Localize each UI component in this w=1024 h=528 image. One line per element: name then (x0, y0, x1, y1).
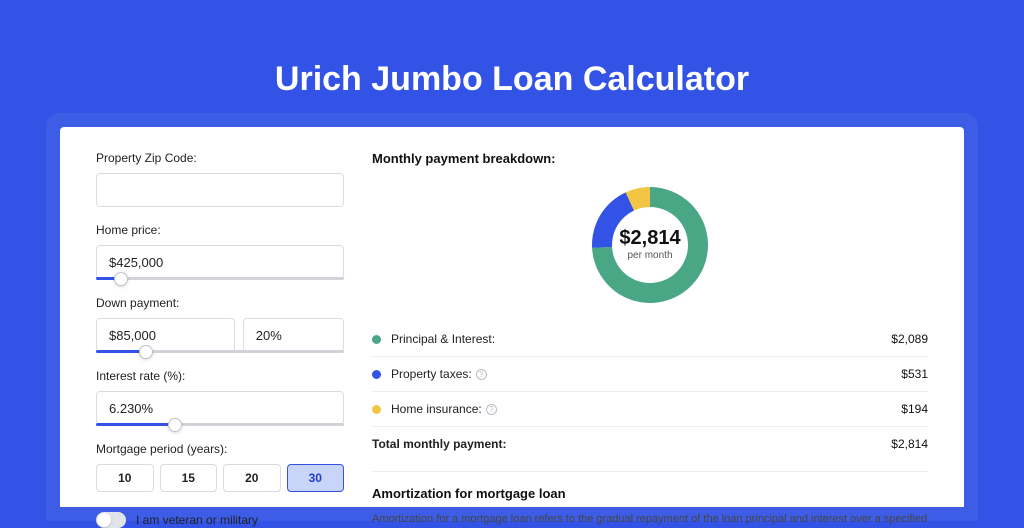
donut-wrap: $2,814 per month (372, 172, 928, 322)
amortization-text: Amortization for a mortgage loan refers … (372, 511, 928, 528)
down-payment-field-group: Down payment: (96, 296, 344, 353)
page-title: Urich Jumbo Loan Calculator (60, 60, 964, 99)
period-button-15[interactable]: 15 (160, 464, 218, 492)
down-payment-label: Down payment: (96, 296, 344, 310)
mortgage-period-label: Mortgage period (years): (96, 442, 344, 456)
legend-value: $531 (901, 367, 928, 381)
breakdown-title: Monthly payment breakdown: (372, 151, 928, 166)
total-value: $2,814 (891, 437, 928, 451)
interest-rate-input[interactable] (96, 391, 344, 425)
info-icon[interactable]: ? (476, 369, 487, 380)
home-price-input[interactable] (96, 245, 344, 279)
period-button-10[interactable]: 10 (96, 464, 154, 492)
mortgage-period-field-group: Mortgage period (years): 10152030 (96, 442, 344, 492)
legend-value: $2,089 (891, 332, 928, 346)
interest-rate-field-group: Interest rate (%): (96, 369, 344, 426)
home-price-slider[interactable] (96, 277, 344, 280)
period-button-20[interactable]: 20 (223, 464, 281, 492)
veteran-toggle-row: I am veteran or military (96, 512, 344, 528)
legend-dot (372, 405, 381, 414)
donut-chart: $2,814 per month (585, 180, 715, 310)
down-payment-amount-input[interactable] (96, 318, 235, 352)
zip-label: Property Zip Code: (96, 151, 344, 165)
home-price-label: Home price: (96, 223, 344, 237)
veteran-label: I am veteran or military (136, 513, 258, 527)
form-column: Property Zip Code: Home price: Down paym… (96, 151, 344, 507)
home-price-field-group: Home price: (96, 223, 344, 280)
donut-center-label: per month (627, 250, 672, 261)
legend-value: $194 (901, 402, 928, 416)
interest-rate-slider[interactable] (96, 423, 344, 426)
period-button-30[interactable]: 30 (287, 464, 345, 492)
total-row: Total monthly payment: $2,814 (372, 426, 928, 461)
total-label: Total monthly payment: (372, 437, 891, 451)
veteran-toggle[interactable] (96, 512, 126, 528)
info-icon[interactable]: ? (486, 404, 497, 415)
breakdown-column: Monthly payment breakdown: $2,814 per mo… (372, 151, 928, 507)
legend-row: Home insurance:?$194 (372, 391, 928, 426)
down-payment-slider[interactable] (96, 350, 344, 353)
zip-input[interactable] (96, 173, 344, 207)
legend-dot (372, 335, 381, 344)
calculator-card: Property Zip Code: Home price: Down paym… (60, 127, 964, 507)
legend-label: Home insurance:? (391, 402, 901, 416)
legend-list: Principal & Interest:$2,089Property taxe… (372, 322, 928, 426)
legend-label: Property taxes:? (391, 367, 901, 381)
legend-dot (372, 370, 381, 379)
amortization-section: Amortization for mortgage loan Amortizat… (372, 471, 928, 528)
toggle-knob (97, 513, 111, 527)
zip-field-group: Property Zip Code: (96, 151, 344, 207)
interest-rate-label: Interest rate (%): (96, 369, 344, 383)
legend-row: Property taxes:?$531 (372, 356, 928, 391)
legend-label: Principal & Interest: (391, 332, 891, 346)
down-payment-pct-input[interactable] (243, 318, 344, 352)
legend-row: Principal & Interest:$2,089 (372, 322, 928, 356)
donut-center-amount: $2,814 (619, 227, 681, 249)
amortization-title: Amortization for mortgage loan (372, 486, 928, 501)
